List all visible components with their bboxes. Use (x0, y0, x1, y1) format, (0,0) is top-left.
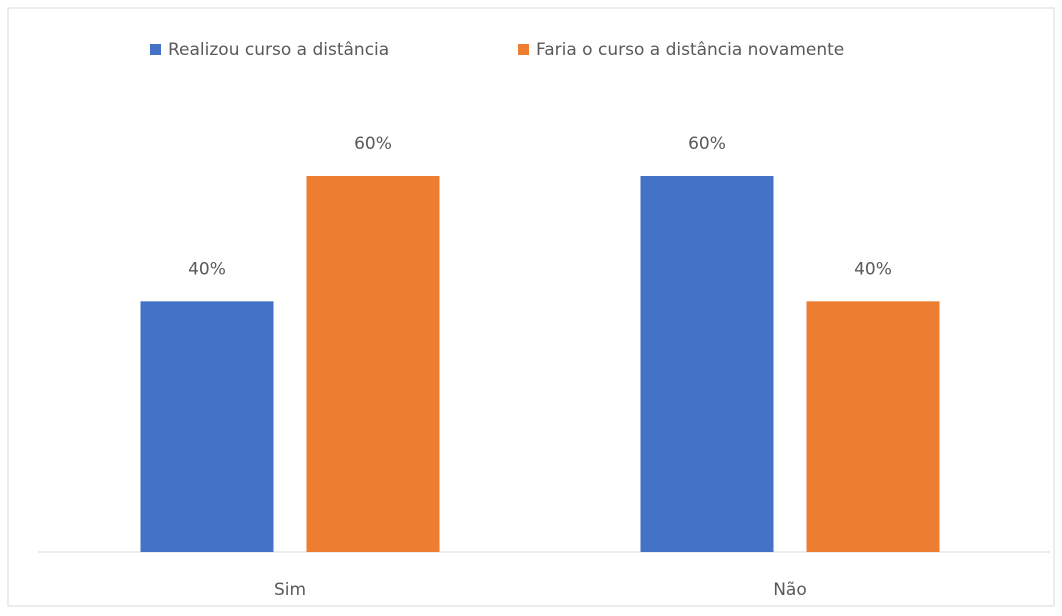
data-label: 40% (854, 259, 892, 279)
bar (140, 301, 274, 552)
data-label: 60% (354, 134, 392, 154)
data-label: 60% (688, 134, 726, 154)
x-tick-label: Não (773, 580, 807, 600)
legend-label: Faria o curso a distância novamente (536, 40, 844, 60)
data-label: 40% (188, 259, 226, 279)
x-tick-label: Sim (274, 580, 306, 600)
bar (806, 301, 940, 552)
legend-swatch (518, 44, 529, 55)
bar (640, 176, 774, 552)
legend-swatch (150, 44, 161, 55)
legend-label: Realizou curso a distância (168, 40, 389, 60)
bar (306, 176, 440, 552)
